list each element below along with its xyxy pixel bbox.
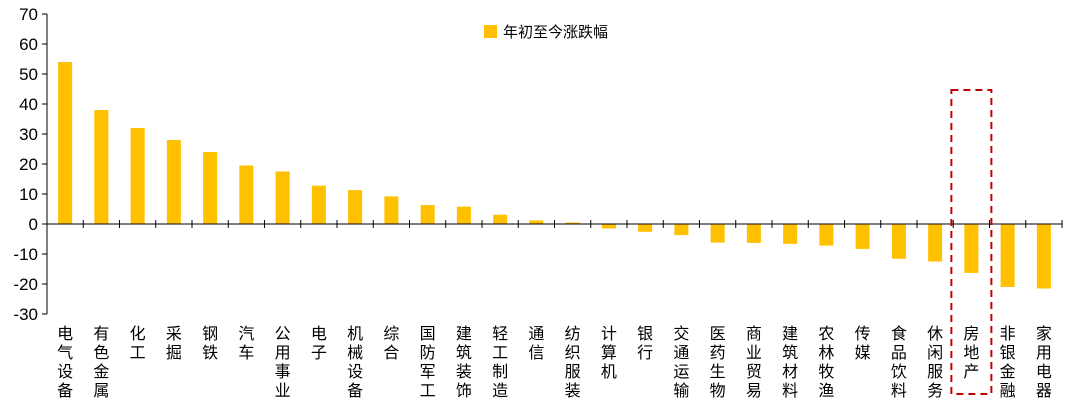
- x-tick-label: 家用电器: [1036, 324, 1052, 400]
- legend-label: 年初至今涨跌幅: [503, 23, 608, 41]
- x-tick-label: 电气设备: [57, 324, 73, 400]
- highlight-box: [950, 89, 993, 395]
- legend-swatch: [484, 25, 497, 38]
- x-tick-label: 采掘: [166, 324, 182, 362]
- bar: [1000, 224, 1015, 287]
- bar: [674, 224, 689, 236]
- bar: [783, 224, 798, 244]
- x-tick-label: 医药生物: [710, 324, 726, 400]
- y-tick-label: 30: [19, 125, 38, 144]
- x-tick-label: 轻工制造: [492, 324, 508, 400]
- x-tick-label: 公用事业: [275, 324, 291, 400]
- bar: [529, 220, 544, 224]
- x-tick-label: 有色金属: [93, 324, 109, 400]
- y-axis: 70 60 50 40 30 20 10 0 -10 -20 -30: [13, 5, 48, 324]
- bar: [565, 222, 580, 224]
- bar: [710, 224, 725, 243]
- bar: [166, 140, 181, 224]
- x-tick-label: 纺织服装: [565, 324, 581, 400]
- y-tick-label: -30: [13, 305, 38, 324]
- bar: [1036, 224, 1051, 289]
- y-tick-label: 70: [19, 5, 38, 24]
- bar: [384, 196, 399, 224]
- x-tick-label: 建筑材料: [782, 324, 798, 400]
- y-tick-label: 20: [19, 155, 38, 174]
- bar: [493, 214, 508, 224]
- x-tick-label: 银行: [637, 324, 653, 362]
- bar: [420, 205, 435, 224]
- bar: [58, 62, 73, 224]
- x-tick-label: 交通运输: [673, 324, 689, 400]
- x-tick-label: 钢铁: [202, 324, 218, 362]
- y-tick-label: -20: [13, 275, 38, 294]
- bar: [928, 224, 943, 262]
- bar: [456, 206, 471, 224]
- y-tick-label: -10: [13, 245, 38, 264]
- x-tick-label: 商业贸易: [746, 324, 762, 400]
- bar: [203, 152, 218, 224]
- x-tick-label: 机械设备: [347, 324, 363, 400]
- bar: [601, 224, 616, 229]
- legend: 年初至今涨跌幅: [484, 23, 608, 41]
- bar: [311, 185, 326, 224]
- bar: [891, 224, 906, 259]
- y-tick-label: 50: [19, 65, 38, 84]
- x-tick-label: 计算机: [601, 324, 617, 381]
- bar: [275, 171, 290, 224]
- bars: [58, 62, 1051, 289]
- x-tick-label: 传媒: [855, 324, 871, 362]
- x-tick-label: 通信: [528, 324, 544, 362]
- bar: [348, 190, 363, 224]
- y-tick-label: 60: [19, 35, 38, 54]
- bar: [239, 165, 254, 224]
- bar: [855, 224, 870, 249]
- x-tick-label: 农林牧渔: [818, 324, 834, 400]
- x-axis: [46, 220, 1063, 228]
- x-tick-label: 食品饮料: [891, 324, 907, 400]
- x-tick-label: 电子: [311, 324, 327, 362]
- x-tick-label: 非银金融: [1000, 324, 1016, 400]
- bar: [964, 224, 979, 273]
- x-tick-label: 房地产: [963, 324, 979, 381]
- y-tick-label: 0: [29, 215, 38, 234]
- x-tick-label: 休闲服务: [927, 324, 943, 400]
- x-tick-label: 国防军工: [420, 324, 436, 400]
- bar: [130, 128, 145, 224]
- x-tick-label: 综合: [383, 324, 399, 362]
- bar: [746, 224, 761, 243]
- bar: [638, 224, 653, 232]
- y-tick-label: 40: [19, 95, 38, 114]
- x-tick-label: 化工: [130, 324, 146, 362]
- bar: [94, 110, 109, 224]
- x-tick-label: 建筑装饰: [456, 324, 472, 400]
- bar: [819, 224, 834, 246]
- y-tick-label: 10: [19, 185, 38, 204]
- x-tick-label: 汽车: [238, 324, 254, 362]
